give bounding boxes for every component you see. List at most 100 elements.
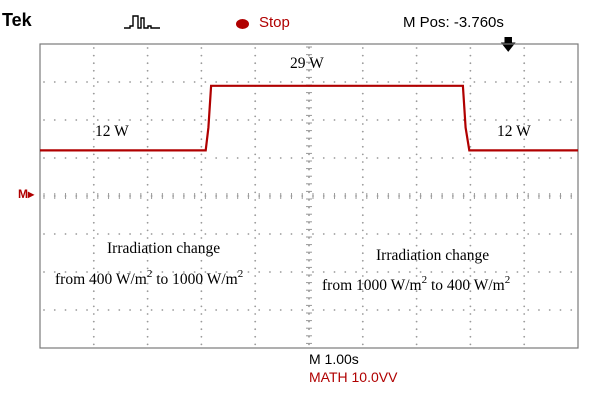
grid-dot	[312, 271, 314, 273]
grid-dot	[484, 309, 487, 311]
grid-dot	[484, 157, 487, 159]
grid-dot	[523, 100, 526, 103]
grid-dot	[254, 297, 257, 300]
grid-dot	[236, 81, 239, 83]
grid-dot	[469, 313, 472, 315]
grid-dot	[308, 168, 310, 171]
change2-description: from 1000 W/m2 to 400 W/m2	[322, 274, 510, 294]
grid-dot	[523, 343, 526, 346]
grid-dot	[312, 157, 314, 159]
grid-dot	[361, 168, 364, 171]
grid-dot	[505, 271, 508, 273]
grid-dot	[344, 119, 347, 121]
grid-dot	[516, 271, 519, 273]
grid-dot	[92, 54, 95, 57]
grid-dot	[484, 271, 487, 273]
grid-dot	[408, 119, 411, 121]
grid-dot	[415, 107, 418, 110]
grid-dot	[53, 271, 56, 273]
grid-dot	[473, 233, 476, 235]
grid-dot	[523, 92, 526, 95]
grid-dot	[308, 191, 310, 194]
grid-dot	[469, 282, 472, 285]
grid-dot	[308, 343, 310, 346]
grid-dot	[92, 123, 95, 125]
grid-dot	[408, 233, 411, 235]
grid-dot	[361, 259, 364, 262]
grid-dot	[365, 309, 368, 311]
grid-dot	[376, 81, 379, 83]
grid-dot	[254, 335, 257, 338]
change1-from: from 400 W/m	[55, 271, 147, 288]
grid-dot	[415, 229, 418, 232]
grid-dot	[308, 320, 310, 323]
grid-dot	[200, 206, 203, 209]
grid-dot	[96, 309, 99, 311]
grid-dot	[64, 233, 67, 235]
down-arrow-icon: 🡇	[500, 37, 517, 54]
grid-dot	[308, 275, 310, 277]
grid-dot	[361, 100, 364, 103]
grid-dot	[308, 77, 310, 80]
grid-dot	[146, 168, 149, 171]
grid-dot	[398, 233, 400, 235]
grid-dot	[43, 271, 45, 273]
grid-dot	[308, 100, 310, 103]
grid-dot	[146, 92, 149, 95]
grid-dot	[308, 145, 310, 148]
grid-dot	[182, 157, 185, 159]
grid-dot	[495, 157, 497, 159]
grid-dot	[308, 138, 310, 141]
grid-dot	[415, 328, 418, 331]
grid-dot	[387, 119, 390, 121]
grid-dot	[146, 206, 149, 209]
grid-dot	[129, 233, 131, 235]
grid-dot	[254, 153, 257, 156]
grid-dot	[200, 259, 203, 262]
grid-dot	[308, 69, 310, 72]
grid-dot	[146, 85, 149, 87]
grid-dot	[146, 229, 149, 232]
grid-dot	[129, 119, 131, 121]
grid-dot	[398, 309, 400, 311]
grid-dot	[308, 305, 310, 308]
change2-from: from 1000 W/m	[322, 277, 422, 294]
grid-dot	[361, 115, 364, 118]
grid-dot	[92, 69, 95, 72]
grid-dot	[308, 297, 310, 300]
grid-dot	[215, 81, 218, 83]
grid-dot	[146, 199, 149, 201]
grid-dot	[146, 69, 149, 72]
grid-dot	[559, 119, 562, 121]
grid-dot	[523, 290, 526, 293]
grid-dot	[419, 233, 422, 235]
stop-dot-icon	[236, 19, 249, 29]
grid-dot	[361, 138, 364, 141]
grid-dot	[146, 305, 149, 308]
grid-dot	[361, 77, 364, 80]
grid-dot	[258, 233, 261, 235]
grid-dot	[361, 275, 364, 277]
grid-dot	[258, 309, 261, 311]
grid-dot	[200, 191, 203, 194]
grid-dot	[64, 271, 67, 273]
change1-to: to 1000 W/m	[152, 271, 237, 288]
grid-dot	[146, 123, 149, 125]
grid-dot	[92, 168, 95, 171]
grid-dot	[469, 92, 472, 95]
grid-dot	[361, 161, 364, 163]
grid-dot	[451, 119, 454, 121]
grid-dot	[415, 69, 418, 72]
grid-dot	[462, 233, 465, 235]
grid-dot	[473, 309, 476, 311]
grid-dot	[469, 237, 472, 239]
grid-dot	[182, 81, 185, 83]
grid-dot	[193, 309, 196, 311]
grid-dot	[355, 309, 357, 311]
grid-dot	[308, 92, 310, 95]
grid-dot	[129, 309, 131, 311]
grid-dot	[146, 343, 149, 346]
grid-dot	[215, 309, 218, 311]
grid-dot	[462, 81, 465, 83]
grid-dot	[118, 81, 121, 83]
